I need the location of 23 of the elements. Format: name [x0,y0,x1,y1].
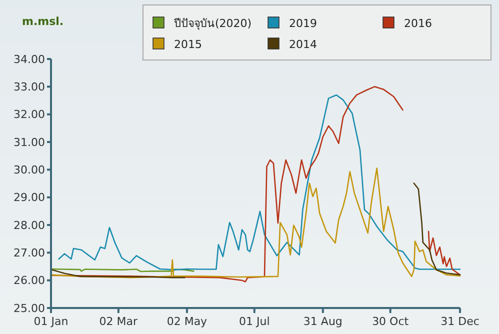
y-tick-label: 26.00 [14,274,45,288]
y-tick-label: 29.00 [14,191,45,204]
x-tick-label: 30 Oct [372,315,410,328]
y-tick-label: 33.00 [14,80,45,94]
y-tick-label: 28.00 [14,218,45,232]
legend-label: ปีปัจจุบัน(2020) [173,17,252,30]
y-tick-label: 25.00 [14,302,45,315]
x-tick-label: 01 Jul [238,315,270,328]
y-tick-label: 27.00 [14,246,45,260]
x-tick-label: 02 Mar [99,315,138,328]
y-tick-label: 30.00 [14,164,45,177]
x-tick-label: 01 Jan [34,315,68,328]
y-axis-title: m.msl. [22,15,64,28]
legend-label: 2014 [289,38,317,51]
y-tick-label: 32.00 [14,108,45,122]
y-tick-label: 31.00 [14,136,45,149]
x-tick-label: 31 Aug [303,315,342,328]
legend-label: 2015 [174,38,202,51]
x-tick-label: 31 Dec [440,315,480,328]
legend-label: 2019 [289,17,317,30]
y-tick-label: 34.00 [14,52,45,66]
legend-label: 2016 [404,17,432,30]
x-tick-label: 02 May [166,315,208,328]
